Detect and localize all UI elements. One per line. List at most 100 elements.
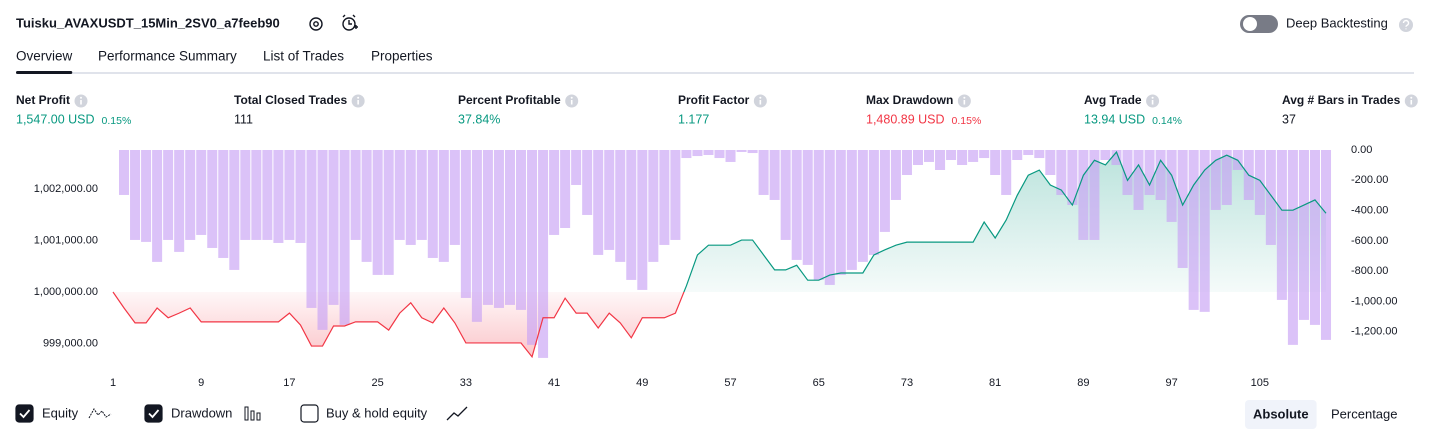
x-tick-label: 73 [901, 377, 913, 389]
drawdown-bar [538, 150, 549, 358]
settings-icon[interactable] [309, 17, 323, 31]
info-icon-dot [963, 96, 966, 99]
metric-value: 37.84% [458, 112, 500, 126]
info-icon-dot [357, 96, 360, 99]
drawdown-icon [244, 406, 261, 421]
drawdown-bar [251, 150, 262, 240]
mode-button[interactable]: Percentage [1323, 400, 1406, 429]
x-tick-label: 9 [198, 377, 204, 389]
drawdown-bar [946, 150, 957, 160]
y-tick-label: 999,000.00 [43, 337, 98, 349]
drawdown-bar [130, 150, 141, 240]
metric-percent: 0.15% [952, 115, 982, 127]
drawdown-bar [482, 150, 493, 305]
help-icon[interactable] [1399, 18, 1413, 32]
equity-icon [88, 408, 112, 419]
y-tick-label: 1,000,000.00 [34, 286, 98, 298]
drawdown-bar [747, 150, 758, 154]
drawdown-bar [1144, 150, 1155, 195]
drawdown-bar [846, 150, 857, 270]
drawdown-bar [824, 150, 835, 285]
tab[interactable]: Overview [16, 49, 73, 64]
mode-button[interactable]: Absolute [1245, 400, 1317, 429]
drawdown-bar [1210, 150, 1221, 210]
drawdown-bar [372, 150, 383, 275]
drawdown-bar [692, 150, 703, 157]
drawdown-bar [560, 150, 571, 228]
metric-label: Percent Profitable [458, 93, 561, 107]
drawdown-bar [912, 150, 924, 165]
drawdown-bar [791, 150, 802, 260]
x-tick-label: 81 [989, 377, 1001, 389]
x-tick-label: 57 [724, 377, 736, 389]
alert-icon[interactable] [342, 14, 358, 31]
tab[interactable]: Performance Summary [98, 49, 237, 64]
drawdown-bar [218, 150, 229, 258]
drawdown-bar [141, 150, 152, 242]
tab[interactable]: Properties [371, 49, 433, 64]
drawdown-bar [460, 150, 471, 298]
info-icon-dot [570, 96, 573, 99]
drawdown-bar [571, 150, 582, 185]
metric-label: Total Closed Trades [234, 93, 347, 107]
y-tick-label: 1,002,000.00 [34, 183, 98, 195]
metric-value: 37 [1282, 112, 1296, 126]
x-tick-label: 33 [460, 377, 472, 389]
drawdown-bar [394, 150, 405, 240]
drawdown-bar [1188, 150, 1199, 310]
equity-line [112, 150, 1327, 359]
drawdown-bar [1276, 150, 1287, 300]
drawdown-bar [1177, 150, 1188, 268]
drawdown-bar [626, 150, 637, 280]
drawdown-bar [1265, 150, 1276, 245]
drawdown-bar [780, 150, 791, 240]
drawdown-bar [416, 150, 427, 240]
drawdown-bar [1078, 150, 1089, 240]
drawdown-bar [493, 150, 504, 308]
drawdown-bar [185, 150, 196, 240]
checkmark [148, 409, 160, 419]
drawdown-bar [427, 150, 438, 258]
drawdown-bar [1221, 150, 1232, 205]
metric-percent: 0.15% [102, 115, 132, 127]
drawdown-bar [1166, 150, 1177, 222]
equity-area [113, 152, 1326, 357]
tab[interactable]: List of Trades [263, 49, 344, 64]
drawdown-bar [383, 150, 394, 275]
drawdown-bar [802, 150, 813, 265]
y-tick-label: 1,001,000.00 [34, 234, 98, 246]
drawdown-bar [1056, 150, 1067, 195]
drawdown-bar [979, 150, 990, 159]
drawdown-bar [1122, 150, 1133, 195]
active-tab-underline [16, 71, 73, 74]
metric-value: 1,480.89 USD [866, 112, 945, 126]
legend-drawdown: Drawdown [171, 405, 232, 420]
drawdown-bar [549, 150, 560, 235]
metric-value: 111 [234, 112, 253, 126]
metric-value: 1.177 [678, 112, 709, 126]
drawdown-bar [262, 150, 273, 240]
checkbox[interactable] [15, 404, 34, 423]
drawdown-bar [240, 150, 251, 240]
drawdown-bar [901, 150, 912, 175]
checkbox[interactable] [300, 404, 319, 423]
drawdown-bar [527, 150, 538, 345]
y2-tick-label: -800.00 [1351, 265, 1388, 277]
drawdown-bar [1089, 150, 1100, 240]
y2-tick-label: -200.00 [1351, 174, 1388, 186]
drawdown-bar [1199, 150, 1210, 312]
checkbox[interactable] [144, 404, 163, 423]
deep-backtesting-label: Deep Backtesting [1286, 15, 1388, 30]
drawdown-bar [207, 150, 218, 248]
deep-backtesting-toggle[interactable] [1240, 15, 1278, 33]
x-tick-label: 105 [1251, 377, 1269, 389]
drawdown-bar [361, 150, 372, 262]
x-tick-label: 49 [636, 377, 648, 389]
drawdown-bar [968, 150, 979, 162]
drawdown-bar [350, 150, 361, 240]
drawdown-bar [471, 150, 482, 322]
drawdown-bar [1023, 150, 1034, 155]
checkmark [19, 409, 31, 419]
metric-value: 1,547.00 USD [16, 112, 95, 126]
